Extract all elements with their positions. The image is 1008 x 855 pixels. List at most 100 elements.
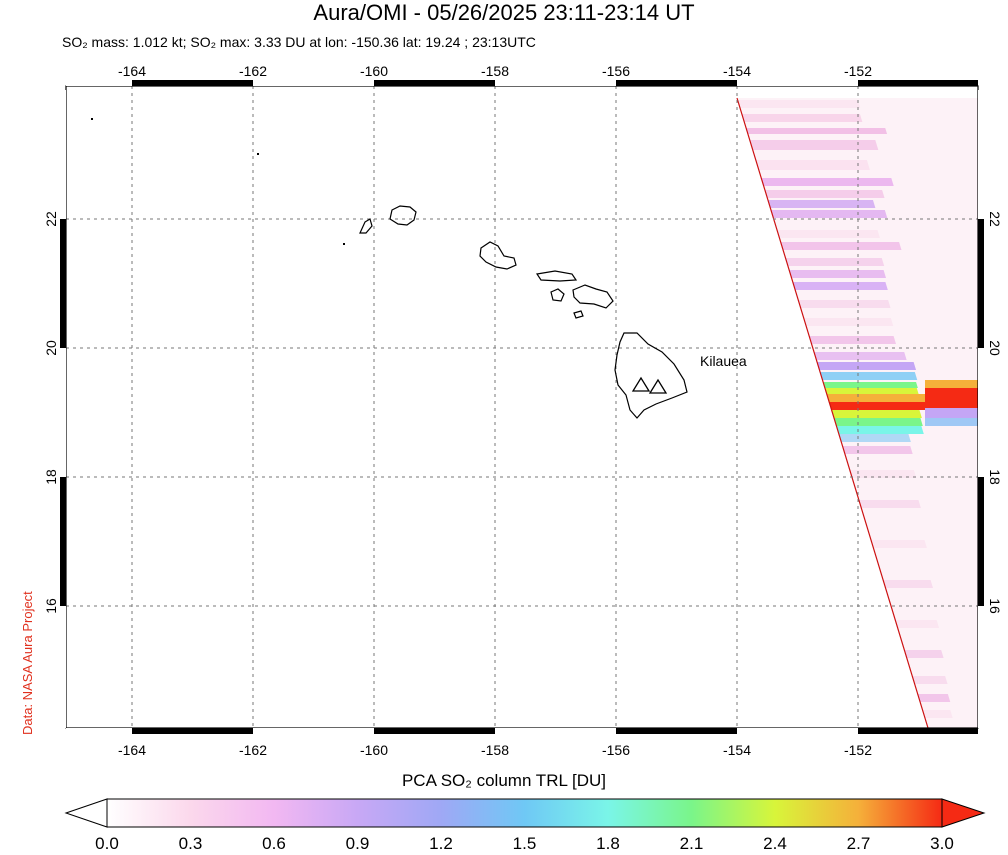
lat-tick-label-right: 18 bbox=[987, 469, 1003, 485]
frame-bar-lon bbox=[132, 80, 253, 86]
frame-bar-lon bbox=[858, 80, 978, 86]
colorbar-tick-label: 0.0 bbox=[95, 834, 119, 853]
swath-pixel bbox=[925, 388, 978, 408]
swath-pixel bbox=[755, 160, 870, 170]
lon-tick-label-bottom: -162 bbox=[239, 742, 267, 758]
frame-bar-lat bbox=[60, 219, 66, 348]
lon-tick-label-top: -156 bbox=[602, 63, 630, 79]
swath-pixel bbox=[925, 408, 978, 418]
lon-tick-label-bottom: -158 bbox=[481, 742, 509, 758]
map-subtitle: SO₂ mass: 1.012 kt; SO₂ max: 3.33 DU at … bbox=[62, 34, 536, 50]
frame-bar-lon bbox=[66, 728, 132, 734]
frame-bar-lat bbox=[978, 90, 984, 219]
swath-pixel bbox=[798, 300, 891, 308]
swath-pixel bbox=[764, 190, 885, 198]
swath-pixel bbox=[761, 178, 894, 186]
swath-pixel bbox=[777, 230, 880, 238]
islet bbox=[257, 153, 259, 155]
coastlines bbox=[91, 118, 688, 419]
lon-tick-label-top: -160 bbox=[360, 63, 388, 79]
frame-bar-lon bbox=[495, 80, 616, 86]
swath-pixel bbox=[925, 380, 978, 388]
frame-bar-lon bbox=[374, 80, 495, 86]
swath-pixel bbox=[831, 410, 922, 418]
colorbar-gradient bbox=[106, 798, 943, 828]
island-lanai bbox=[550, 288, 565, 302]
colorbar bbox=[64, 798, 986, 828]
swath-pixel bbox=[823, 382, 918, 388]
lon-tick-label-bottom: -156 bbox=[602, 742, 630, 758]
frame-bar-lon bbox=[616, 728, 737, 734]
colorbar-over-arrow bbox=[941, 798, 986, 828]
frame-bar-lon bbox=[495, 728, 616, 734]
swath-pixel bbox=[792, 282, 888, 290]
frame-bar-lat bbox=[60, 348, 66, 477]
swath-pixel bbox=[767, 200, 876, 208]
swath-pixel bbox=[803, 318, 894, 326]
volcano-label: Kilauea bbox=[700, 353, 747, 369]
swath-pixel bbox=[858, 500, 921, 508]
frame-bar-lon bbox=[374, 728, 495, 734]
frame-bar-lat bbox=[60, 606, 66, 728]
lat-tick-label-right: 16 bbox=[987, 598, 1003, 614]
colorbar-tick-label: 2.7 bbox=[846, 834, 871, 853]
island-niihau bbox=[359, 218, 373, 234]
swath-pixel bbox=[746, 128, 888, 134]
colorbar-tick-label: 2.1 bbox=[679, 834, 704, 853]
swath-pixel bbox=[836, 426, 924, 434]
frame-bar-lat bbox=[60, 477, 66, 606]
frame-bar-lat bbox=[978, 477, 984, 606]
lat-tick-label-right: 22 bbox=[987, 211, 1003, 227]
colorbar-tick-label: 2.4 bbox=[763, 834, 787, 853]
grid-lines bbox=[66, 86, 978, 728]
colorbar-tick-label: 0.3 bbox=[178, 834, 203, 853]
swath-pixel bbox=[817, 362, 917, 370]
lon-tick-label-top: -162 bbox=[239, 63, 267, 79]
swath-pixel bbox=[871, 540, 927, 548]
swath-pixel bbox=[789, 270, 886, 278]
colorbar-label: PCA SO₂ column TRL [DU] bbox=[401, 771, 607, 790]
frame-bar-lon bbox=[737, 80, 858, 86]
frame-bar-lon bbox=[132, 728, 253, 734]
swath-pixel bbox=[809, 336, 897, 344]
frame-bar-lat bbox=[978, 219, 984, 348]
swath-pixel bbox=[780, 242, 902, 250]
swath-pixel bbox=[829, 402, 936, 410]
lat-tick-label-left: 20 bbox=[43, 340, 59, 356]
map-plot: -164 -164 -162 -162 -160 -160 -158 -158 -156 -156… bbox=[43, 63, 1003, 758]
swath-pixel bbox=[849, 470, 917, 478]
colorbar-tick-label: 1.8 bbox=[596, 834, 620, 853]
swath-pixel bbox=[814, 352, 907, 360]
volcano-marker-mauna-loa bbox=[631, 376, 651, 392]
island-molokai bbox=[535, 270, 578, 282]
swath-pixel bbox=[737, 100, 861, 108]
frame-bar-lon bbox=[616, 80, 737, 86]
frame-bar-lon bbox=[253, 80, 374, 86]
lat-tick-label-left: 18 bbox=[43, 469, 59, 485]
lon-tick-label-top: -164 bbox=[118, 63, 146, 79]
map-title: Aura/OMI - 05/26/2025 23:11-23:14 UT bbox=[313, 0, 695, 25]
lat-tick-label-right: 20 bbox=[987, 340, 1003, 356]
frame-bar-lon bbox=[737, 728, 858, 734]
frame-bar-lon bbox=[858, 728, 978, 734]
frame-bar-lat bbox=[978, 606, 984, 728]
island-maui bbox=[572, 284, 614, 309]
volcano-marker-kilauea bbox=[648, 378, 668, 394]
swath-pixel bbox=[834, 418, 923, 426]
frame-bar-lon bbox=[66, 80, 132, 86]
island-hawaii bbox=[614, 332, 688, 419]
island-oahu bbox=[479, 241, 517, 270]
swath-pixel bbox=[904, 650, 944, 658]
swath-edge bbox=[736, 97, 929, 729]
colorbar-tick-label: 1.5 bbox=[512, 834, 537, 853]
lat-tick-label-left: 22 bbox=[43, 211, 59, 227]
lon-tick-label-top: -152 bbox=[844, 63, 872, 79]
swath-pixel bbox=[785, 258, 885, 266]
colorbar-tick-label: 1.2 bbox=[429, 834, 453, 853]
frame-bar-lat bbox=[60, 90, 66, 219]
swath-pixel bbox=[925, 418, 978, 426]
swath-pixel bbox=[820, 372, 918, 380]
island-kauai bbox=[389, 205, 417, 226]
swath-pixel bbox=[895, 620, 940, 628]
lon-tick-label-bottom: -160 bbox=[360, 742, 388, 758]
